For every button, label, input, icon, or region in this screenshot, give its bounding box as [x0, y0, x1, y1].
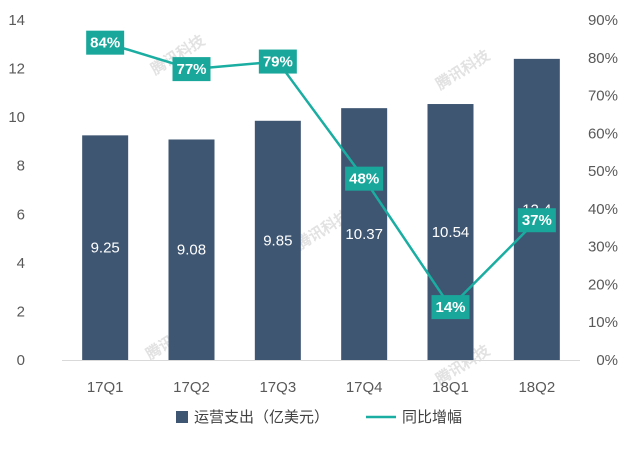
legend-label: 运营支出（亿美元） [194, 409, 329, 426]
bar-value-label: 9.08 [177, 242, 206, 259]
y-left-tick-label: 12 [8, 61, 25, 78]
x-tick-label: 17Q4 [346, 379, 383, 396]
y-right-tick-label: 40% [588, 201, 618, 218]
bar [254, 120, 301, 361]
y-right-tick-label: 70% [588, 88, 618, 105]
y-left-tick-label: 2 [17, 303, 25, 320]
line-label-box [517, 208, 556, 233]
y-right-tick-label: 90% [588, 12, 618, 29]
y-right-tick-label: 10% [588, 314, 618, 331]
bar-value-label: 9.85 [263, 232, 292, 249]
y-left-tick-label: 10 [8, 109, 25, 126]
legend-swatch-bar [176, 411, 188, 423]
bar [341, 108, 388, 361]
y-right-tick-label: 20% [588, 276, 618, 293]
line-value-label: 14% [435, 299, 465, 316]
bar-value-label: 9.25 [91, 240, 120, 257]
x-tick-label: 17Q2 [173, 379, 210, 396]
bar-value-label: 10.37 [345, 226, 383, 243]
line-value-label: 84% [90, 35, 120, 52]
line-value-label: 37% [522, 212, 552, 229]
line-label-box [86, 30, 125, 55]
legend-label: 同比增幅 [402, 409, 462, 426]
line-value-label: 48% [349, 171, 379, 188]
y-left-tick-label: 6 [17, 206, 25, 223]
bar-value-label: 10.54 [432, 224, 470, 241]
line-label-box [345, 166, 384, 191]
line-label-box [431, 295, 470, 320]
y-right-tick-label: 0% [596, 352, 618, 369]
x-tick-label: 17Q3 [259, 379, 296, 396]
x-tick-label: 18Q1 [432, 379, 469, 396]
y-left-tick-label: 14 [8, 12, 25, 29]
line-label-box [172, 57, 211, 82]
bar [168, 139, 215, 360]
y-right-tick-label: 60% [588, 125, 618, 142]
y-left-tick-label: 0 [17, 352, 25, 369]
bar [82, 135, 129, 360]
line-value-label: 77% [176, 61, 206, 78]
y-right-tick-label: 30% [588, 239, 618, 256]
y-left-tick-label: 4 [17, 255, 25, 272]
watermark-text: 腾讯科技 [432, 46, 494, 94]
y-left-tick-label: 8 [17, 158, 25, 175]
line-label-box [258, 49, 297, 74]
y-right-tick-label: 80% [588, 50, 618, 67]
line-value-label: 79% [263, 54, 293, 71]
x-tick-label: 18Q2 [518, 379, 555, 396]
x-tick-label: 17Q1 [87, 379, 124, 396]
y-right-tick-label: 50% [588, 163, 618, 180]
